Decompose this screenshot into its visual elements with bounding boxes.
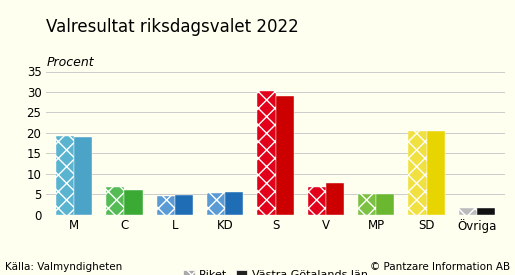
Bar [207,193,225,214]
Bar [408,131,426,214]
Bar [308,187,326,214]
Bar [225,192,243,214]
Bar [276,96,294,214]
Text: Valresultat riksdagsvalet 2022: Valresultat riksdagsvalet 2022 [46,18,299,36]
Bar [358,194,376,214]
Text: Procent: Procent [46,56,94,69]
Text: Källa: Valmyndigheten: Källa: Valmyndigheten [5,262,123,272]
Bar [459,208,477,214]
Bar [426,131,445,214]
Bar [326,183,344,214]
Text: © Pantzare Information AB: © Pantzare Information AB [370,262,510,272]
Bar [477,208,495,214]
Bar [175,195,193,215]
Bar [74,137,92,214]
Bar [376,194,394,214]
Bar [56,136,74,214]
Bar [258,91,276,214]
Bar [157,196,175,214]
Legend: Riket, Västra Götalands län: Riket, Västra Götalands län [179,266,372,275]
Bar [106,187,125,214]
Bar [125,189,143,215]
